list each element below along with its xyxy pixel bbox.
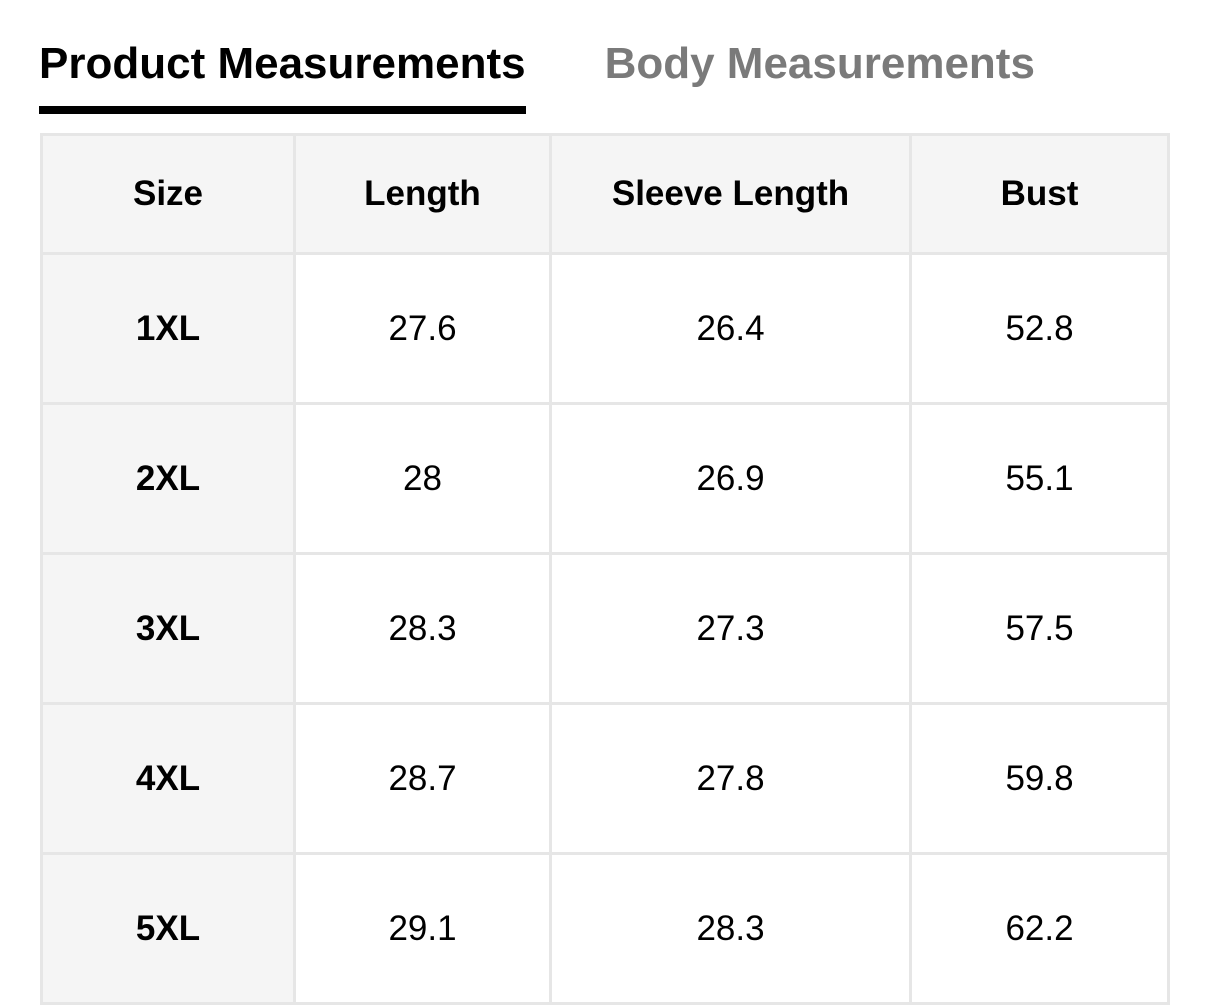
table-header-row: Size Length Sleeve Length Bust — [40, 133, 1170, 255]
cell-length: 28 — [293, 402, 552, 555]
cell-size: 4XL — [40, 702, 296, 855]
cell-bust: 59.8 — [909, 702, 1170, 855]
cell-size: 2XL — [40, 402, 296, 555]
cell-bust: 55.1 — [909, 402, 1170, 555]
cell-length: 29.1 — [293, 852, 552, 1005]
tab-body-measurements[interactable]: Body Measurements — [604, 39, 1035, 88]
cell-size: 5XL — [40, 852, 296, 1005]
header-size: Size — [40, 133, 296, 255]
cell-length: 27.6 — [293, 252, 552, 405]
cell-sleeve-length: 27.3 — [549, 552, 912, 705]
cell-sleeve-length: 28.3 — [549, 852, 912, 1005]
cell-size: 1XL — [40, 252, 296, 405]
table-row: 4XL 28.7 27.8 59.8 — [40, 702, 1170, 855]
cell-sleeve-length: 26.9 — [549, 402, 912, 555]
cell-sleeve-length: 27.8 — [549, 702, 912, 855]
size-chart-table: Size Length Sleeve Length Bust 1XL 27.6 26… — [40, 133, 1170, 1005]
cell-bust: 52.8 — [909, 252, 1170, 405]
table-row: 1XL 27.6 26.4 52.8 — [40, 252, 1170, 405]
table-row: 3XL 28.3 27.3 57.5 — [40, 552, 1170, 705]
table-row: 5XL 29.1 28.3 62.2 — [40, 852, 1170, 1005]
header-bust: Bust — [909, 133, 1170, 255]
cell-bust: 62.2 — [909, 852, 1170, 1005]
tab-product-measurements[interactable]: Product Measurements — [39, 36, 526, 114]
header-length: Length — [293, 133, 552, 255]
table-row: 2XL 28 26.9 55.1 — [40, 402, 1170, 555]
cell-sleeve-length: 26.4 — [549, 252, 912, 405]
cell-length: 28.3 — [293, 552, 552, 705]
cell-size: 3XL — [40, 552, 296, 705]
header-sleeve-length: Sleeve Length — [549, 133, 912, 255]
cell-bust: 57.5 — [909, 552, 1170, 705]
cell-length: 28.7 — [293, 702, 552, 855]
measurement-tabs: Product Measurements Body Measurements — [39, 36, 1035, 114]
